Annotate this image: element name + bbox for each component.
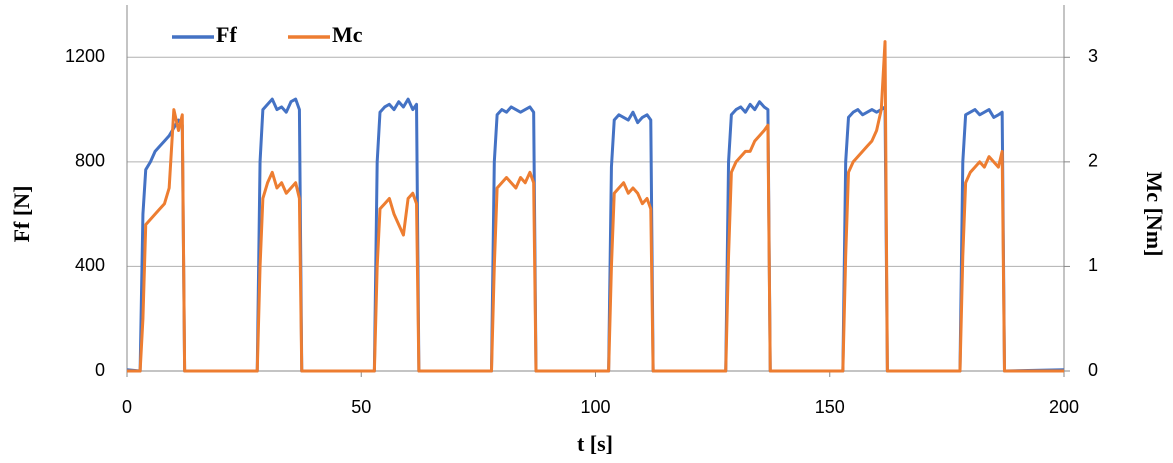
x-tick-label: 200 xyxy=(1049,397,1079,417)
y2-tick-label: 0 xyxy=(1088,360,1098,380)
y-axis-title: Ff [N] xyxy=(9,186,34,243)
series-line xyxy=(127,40,1064,373)
y-tick-label: 400 xyxy=(75,255,105,275)
legend-label: Ff xyxy=(216,22,237,47)
y-tick-label: 1200 xyxy=(65,46,105,66)
x-axis-title: t [s] xyxy=(577,431,613,456)
series-line xyxy=(126,97,1065,373)
y2-tick-label: 2 xyxy=(1088,151,1098,171)
x-tick-label: 0 xyxy=(122,397,132,417)
y2-axis-title: Mc [Nm] xyxy=(1142,172,1167,257)
x-tick-label: 150 xyxy=(815,397,845,417)
y2-tick-label: 3 xyxy=(1088,46,1098,66)
y-tick-label: 800 xyxy=(75,151,105,171)
x-tick-label: 50 xyxy=(351,397,371,417)
legend-label: Mc xyxy=(332,22,363,47)
y2-tick-label: 1 xyxy=(1088,255,1098,275)
y-tick-label: 0 xyxy=(95,360,105,380)
x-tick-label: 100 xyxy=(580,397,610,417)
